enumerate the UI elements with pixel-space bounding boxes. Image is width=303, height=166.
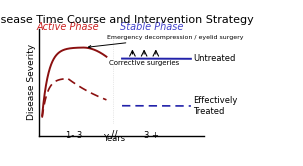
Text: 3 +: 3 + bbox=[145, 131, 159, 140]
Text: 1- 3: 1- 3 bbox=[66, 131, 82, 140]
Text: Years: Years bbox=[103, 134, 125, 143]
Text: Emergency decompression / eyelid surgery: Emergency decompression / eyelid surgery bbox=[88, 35, 243, 48]
Text: //: // bbox=[111, 130, 118, 140]
Title: Disease Time Course and Intervention Strategy: Disease Time Course and Intervention Str… bbox=[0, 15, 254, 25]
Text: Untreated: Untreated bbox=[194, 54, 236, 63]
Text: Corrective surgeries: Corrective surgeries bbox=[109, 60, 179, 66]
Y-axis label: Disease Severity: Disease Severity bbox=[27, 44, 36, 120]
Text: Stable Phase: Stable Phase bbox=[120, 22, 184, 32]
Text: Effectively
Treated: Effectively Treated bbox=[194, 96, 238, 116]
Text: Active Phase: Active Phase bbox=[36, 22, 99, 32]
